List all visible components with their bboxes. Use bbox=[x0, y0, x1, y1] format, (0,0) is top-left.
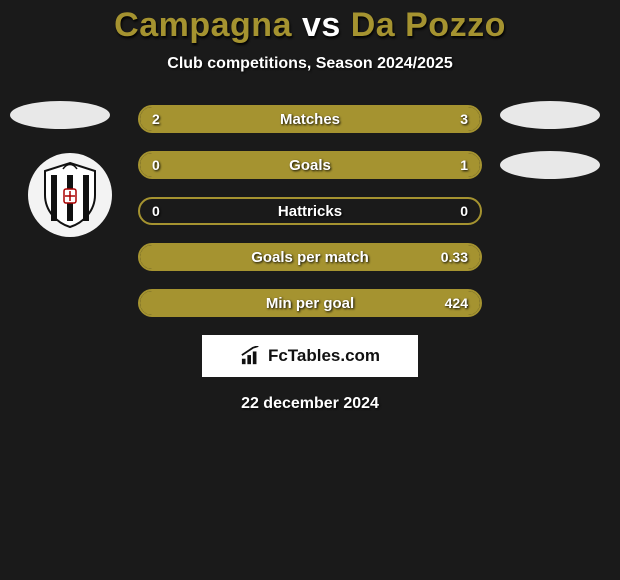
branding-box: FcTables.com bbox=[202, 335, 418, 377]
stat-rows: 23Matches01Goals00Hattricks0.33Goals per… bbox=[138, 105, 482, 317]
player2-badge-ellipse-2 bbox=[500, 151, 600, 179]
stat-value-right: 3 bbox=[460, 107, 468, 131]
stat-row: 424Min per goal bbox=[138, 289, 482, 317]
stat-fill-left bbox=[140, 245, 235, 269]
stat-row: 23Matches bbox=[138, 105, 482, 133]
stat-value-left: 0 bbox=[152, 153, 160, 177]
stat-row: 0 0Hattricks bbox=[138, 197, 482, 225]
stat-fill-left bbox=[140, 107, 276, 131]
subtitle: Club competitions, Season 2024/2025 bbox=[0, 55, 620, 73]
title-player2: Da Pozzo bbox=[351, 6, 506, 44]
stat-value-right: 0 bbox=[460, 199, 468, 223]
footer-date: 22 december 2024 bbox=[0, 395, 620, 413]
comparison-chart: 23Matches01Goals00Hattricks0.33Goals per… bbox=[0, 105, 620, 317]
shield-icon bbox=[41, 161, 99, 229]
stat-fill-right bbox=[235, 291, 480, 315]
player2-badge-ellipse bbox=[500, 101, 600, 129]
stat-fill-right bbox=[201, 153, 480, 177]
stat-value-left: 0 bbox=[152, 199, 160, 223]
stat-label: Hattricks bbox=[140, 199, 480, 223]
stat-value-right: 1 bbox=[460, 153, 468, 177]
stat-fill-left bbox=[140, 153, 201, 177]
player1-badge-ellipse bbox=[10, 101, 110, 129]
stat-row: 01Goals bbox=[138, 151, 482, 179]
title-player1: Campagna bbox=[114, 6, 292, 44]
stat-row: 0.33Goals per match bbox=[138, 243, 482, 271]
stat-fill-left bbox=[140, 291, 235, 315]
bar-chart-icon bbox=[240, 346, 262, 366]
player1-club-crest bbox=[28, 153, 112, 237]
page-title: Campagna vs Da Pozzo bbox=[0, 6, 620, 45]
stat-fill-right bbox=[276, 107, 480, 131]
page-root: Campagna vs Da Pozzo Club competitions, … bbox=[0, 0, 620, 580]
stat-value-right: 0.33 bbox=[441, 245, 468, 269]
stat-value-right: 424 bbox=[445, 291, 468, 315]
branding-text: FcTables.com bbox=[268, 346, 380, 366]
stat-value-left: 2 bbox=[152, 107, 160, 131]
title-vs: vs bbox=[302, 6, 341, 44]
